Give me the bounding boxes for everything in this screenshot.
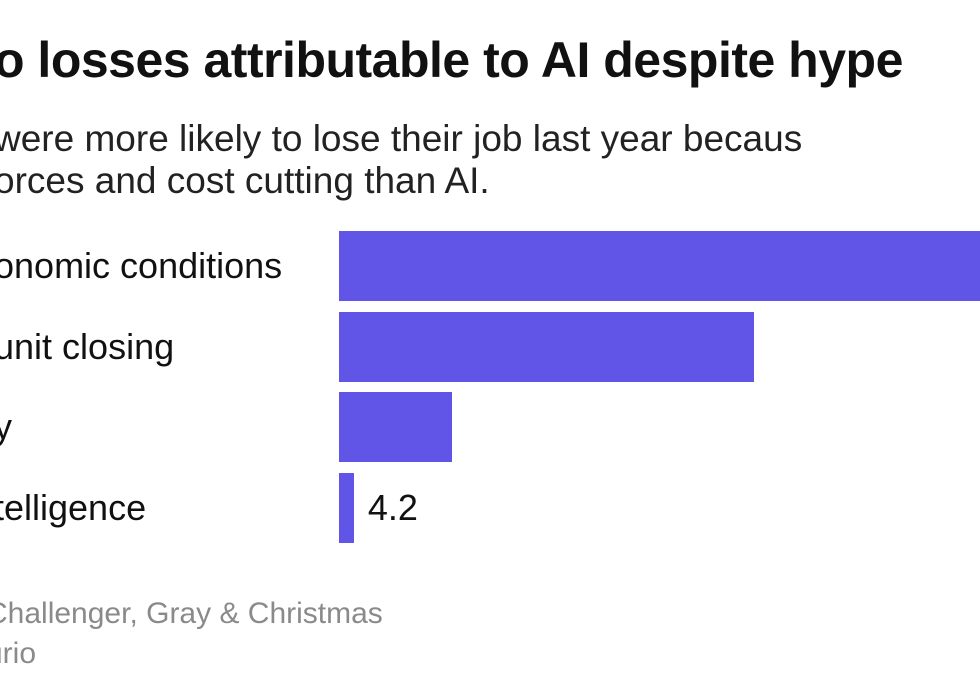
chart-source: Challenger, Gray & Christmas urio	[0, 594, 383, 674]
category-label: y	[0, 406, 12, 447]
subtitle-line: orces and cost cutting than AI.	[0, 160, 490, 201]
chart-subtitle: were more likely to lose their job last …	[0, 118, 980, 202]
credit-text: urio	[0, 637, 37, 670]
bar	[339, 311, 754, 382]
value-label: 4.2	[367, 486, 418, 528]
subtitle-line: were more likely to lose their job last …	[0, 118, 803, 159]
category-label: unit closing	[0, 325, 175, 367]
chart-title: o losses attributable to AI despite hype	[0, 32, 903, 88]
category-label: telligence	[0, 486, 147, 528]
source-text: Challenger, Gray & Christmas	[0, 597, 383, 630]
category-label: onomic conditions	[0, 245, 283, 286]
bar	[339, 472, 354, 543]
bar	[339, 392, 453, 462]
bar	[339, 231, 980, 301]
